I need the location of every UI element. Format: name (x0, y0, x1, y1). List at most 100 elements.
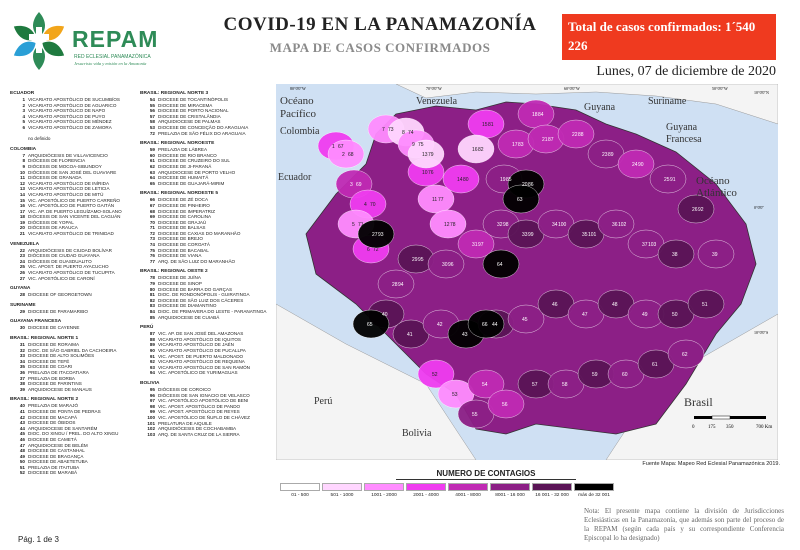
list-item-name: DIÓCESIS DE ARAUCA (28, 225, 78, 231)
jurisdiction-region (697, 239, 735, 269)
list-item: 87 VIC. AP. DE SAN JOSÉ DEL AMAZONAS (140, 331, 270, 337)
jurisdiction-region (557, 119, 595, 149)
region-number-label: 61 (652, 362, 658, 368)
label-colombia: Colombia (280, 126, 320, 137)
list-item-name: DIOCESE DE BARRA DO GARÇAS (158, 286, 233, 292)
list-item: 15 VIC. APOSTÓLICO DE PUERTO CARREÑO (10, 198, 140, 204)
jurisdiction-region (442, 164, 480, 194)
list-item-number: 25 (19, 264, 25, 270)
list-item-number: 38 (19, 381, 25, 387)
list-item-name: DIÓCESIS DE COROICO (158, 386, 211, 392)
jurisdiction-region (457, 134, 495, 164)
list-item-name: DIOCESE DE MARABÁ (28, 470, 78, 476)
list-item-name: DIOCESE DE PARINTINS (28, 381, 82, 387)
svg-text:700 Km: 700 Km (756, 425, 772, 430)
region-number-label: 91 (670, 177, 676, 183)
region-number-label: 41 (407, 332, 413, 338)
list-item: 5 VICARIATO APOSTÓLICO DE MÉNDEZ (10, 119, 140, 125)
list-item-number: 27 (19, 275, 25, 281)
page-subtitle: MAPA DE CASOS CONFIRMADOS (269, 40, 491, 55)
list-item-number: 61 (149, 158, 155, 164)
list-item: 54 DIOCESE DE TOCANTINÓPOLIS (140, 97, 270, 103)
region-number-label: 34 (552, 222, 558, 228)
list-item-name: DIOCESE DE HUMAITÁ (158, 175, 209, 181)
list-item-name: VIC. APOSTÓLICO DE PUERTO GAITÁN (28, 203, 115, 209)
list-item-number: 44 (19, 425, 25, 431)
list-item: 89 VICARIATO APOSTÓLICO DE JAÉN (140, 342, 270, 348)
list-item: 29 DIOCESE DE PARAMARIBO (10, 309, 140, 315)
region-number-label: 3 (350, 182, 353, 188)
list-item: 1 VICARIATO APOSTÓLICO DE SUCUMBÍOS (10, 97, 140, 103)
region-number-label: 7 (382, 127, 385, 133)
list-item-number: 37 (19, 375, 25, 381)
list-item: 92 VICARIATO APOSTÓLICO DE REQUENA (140, 359, 270, 365)
list-item-name: ARQ. DE SANTA CRUZ DE LA SIERRA (158, 431, 240, 437)
region-number-label: 2 (342, 152, 345, 158)
list-item: 59 PRELAZIA DE LÁBREA (140, 147, 270, 153)
region-number-label: 75 (418, 142, 424, 148)
list-item: 31 DIOCESE DE RORAIMA (10, 342, 140, 348)
region-number-label: 48 (612, 302, 618, 308)
list-item-number: 88 (149, 336, 155, 342)
list-item-number: 46 (19, 436, 25, 442)
list-item-number: 96 (149, 392, 155, 398)
coord-60w: 60°0'0"W (564, 86, 580, 91)
region-number-label: 81 (488, 122, 494, 128)
list-item: 52 DIOCESE DE MARABÁ (10, 470, 140, 476)
list-item-number: 65 (149, 180, 155, 186)
list-item-number: 3 (22, 108, 25, 114)
list-item-name: DIOCESE DE JI-PARANÁ (158, 163, 212, 169)
label-pacific-1: Océano (280, 95, 314, 107)
region-number-label: 58 (562, 382, 568, 388)
list-item: 62 DIOCESE DE JI-PARANÁ (140, 164, 270, 170)
list-item-name: DIOCESE DE GUAJARÁ-MIRIM (158, 180, 225, 186)
list-item: 83 DIOCESE DE DIAMANTINO (140, 303, 270, 309)
list-item-name: ARQUIDIOCESE DE CUIABÁ (158, 314, 220, 320)
brand-subtitle: RED ECLESIAL PANAMAZÓNICA (74, 54, 151, 60)
list-item: 8 DIÓCESIS DE FLORENCIA (10, 158, 140, 164)
list-item-number: 15 (19, 197, 25, 203)
list-item-name: VIC. APOSTÓLICO DE CARONÍ (28, 275, 95, 281)
region-number-label: 49 (642, 312, 648, 318)
list-item-number: 47 (19, 442, 25, 448)
list-item: 45 DIOC. DO XINGU / PREL. DO ALTO XINGU (10, 431, 140, 437)
label-guyana-francesa-1: Guyana (666, 122, 698, 133)
list-item: 101 PRELATURA DE AIQUILE (140, 421, 270, 427)
list-item-name: DIOCESE OF GEORGETOWN (28, 292, 92, 298)
list-item-number: 62 (149, 163, 155, 169)
list-group-heading: SURINAME (10, 302, 36, 308)
list-item-name: DIOCESE DE BRAGANÇA (28, 453, 84, 459)
list-item-number: 8 (22, 158, 25, 164)
list-item-name: DIOC. DE SÃO GABRIEL DA CACHOEIRA (28, 347, 117, 353)
region-number-label: 42 (437, 322, 443, 328)
region-number-label: 32 (497, 222, 503, 228)
list-item-name: no definido (28, 136, 51, 142)
list-item-number: 26 (19, 270, 25, 276)
list-item-name: VICARIATO APOSTÓLICO DE SUCUMBÍOS (28, 97, 120, 102)
total-cases: Total de casos confirmados: 1´540 226 (568, 19, 756, 53)
list-item-number: 98 (149, 403, 155, 409)
southwest-land (276, 303, 477, 460)
list-item-number: 31 (19, 342, 25, 347)
brand-tagline: Jesucristo vida y misión en la Amazonía (74, 61, 147, 66)
list-item: 64 DIOCESE DE HUMAITÁ (140, 175, 270, 181)
label-guyana: Guyana (584, 102, 616, 113)
list-item-number: 67 (149, 202, 155, 208)
list-item-name: DIOCESE DE MACAPÁ (28, 414, 78, 420)
list-item-number: 84 (149, 309, 155, 314)
list-item-name: DIÓCESIS DE GUASDUALITO (28, 258, 92, 264)
region-number-label: 100 (558, 222, 567, 228)
list-item: 61 DIOCESE DE CRUZEIRO DO SUL (140, 158, 270, 164)
list-item-name: VICARIATO APOSTÓLICO DE INÍRIDA (28, 180, 110, 186)
list-item: 37 PRELAZIA DE BORBA (10, 376, 140, 382)
list-item-name: PRELAZIA DE LÁBREA (158, 147, 208, 153)
list-item: 23 DIÓCESIS DE CIUDAD GUAYANA (10, 253, 140, 259)
list-item-name: DIOCESE DE PINHEIRO (158, 202, 210, 208)
region-number-label: 46 (552, 302, 558, 308)
label-suriname: Suriname (648, 96, 687, 107)
list-item: 33 DIOCESE DE ALTO SOLIMÕES (10, 353, 140, 359)
list-item: 91 VIC. APOST. DE PUERTO MALDONADO (140, 354, 270, 360)
list-item: 57 DIOCESE DE CRISTALÂNDIA (140, 114, 270, 120)
list-item-number: 78 (149, 275, 155, 281)
list-item-name: DIOCESE DE CONCEIÇÃO DO ARAGUAIA (158, 124, 249, 130)
